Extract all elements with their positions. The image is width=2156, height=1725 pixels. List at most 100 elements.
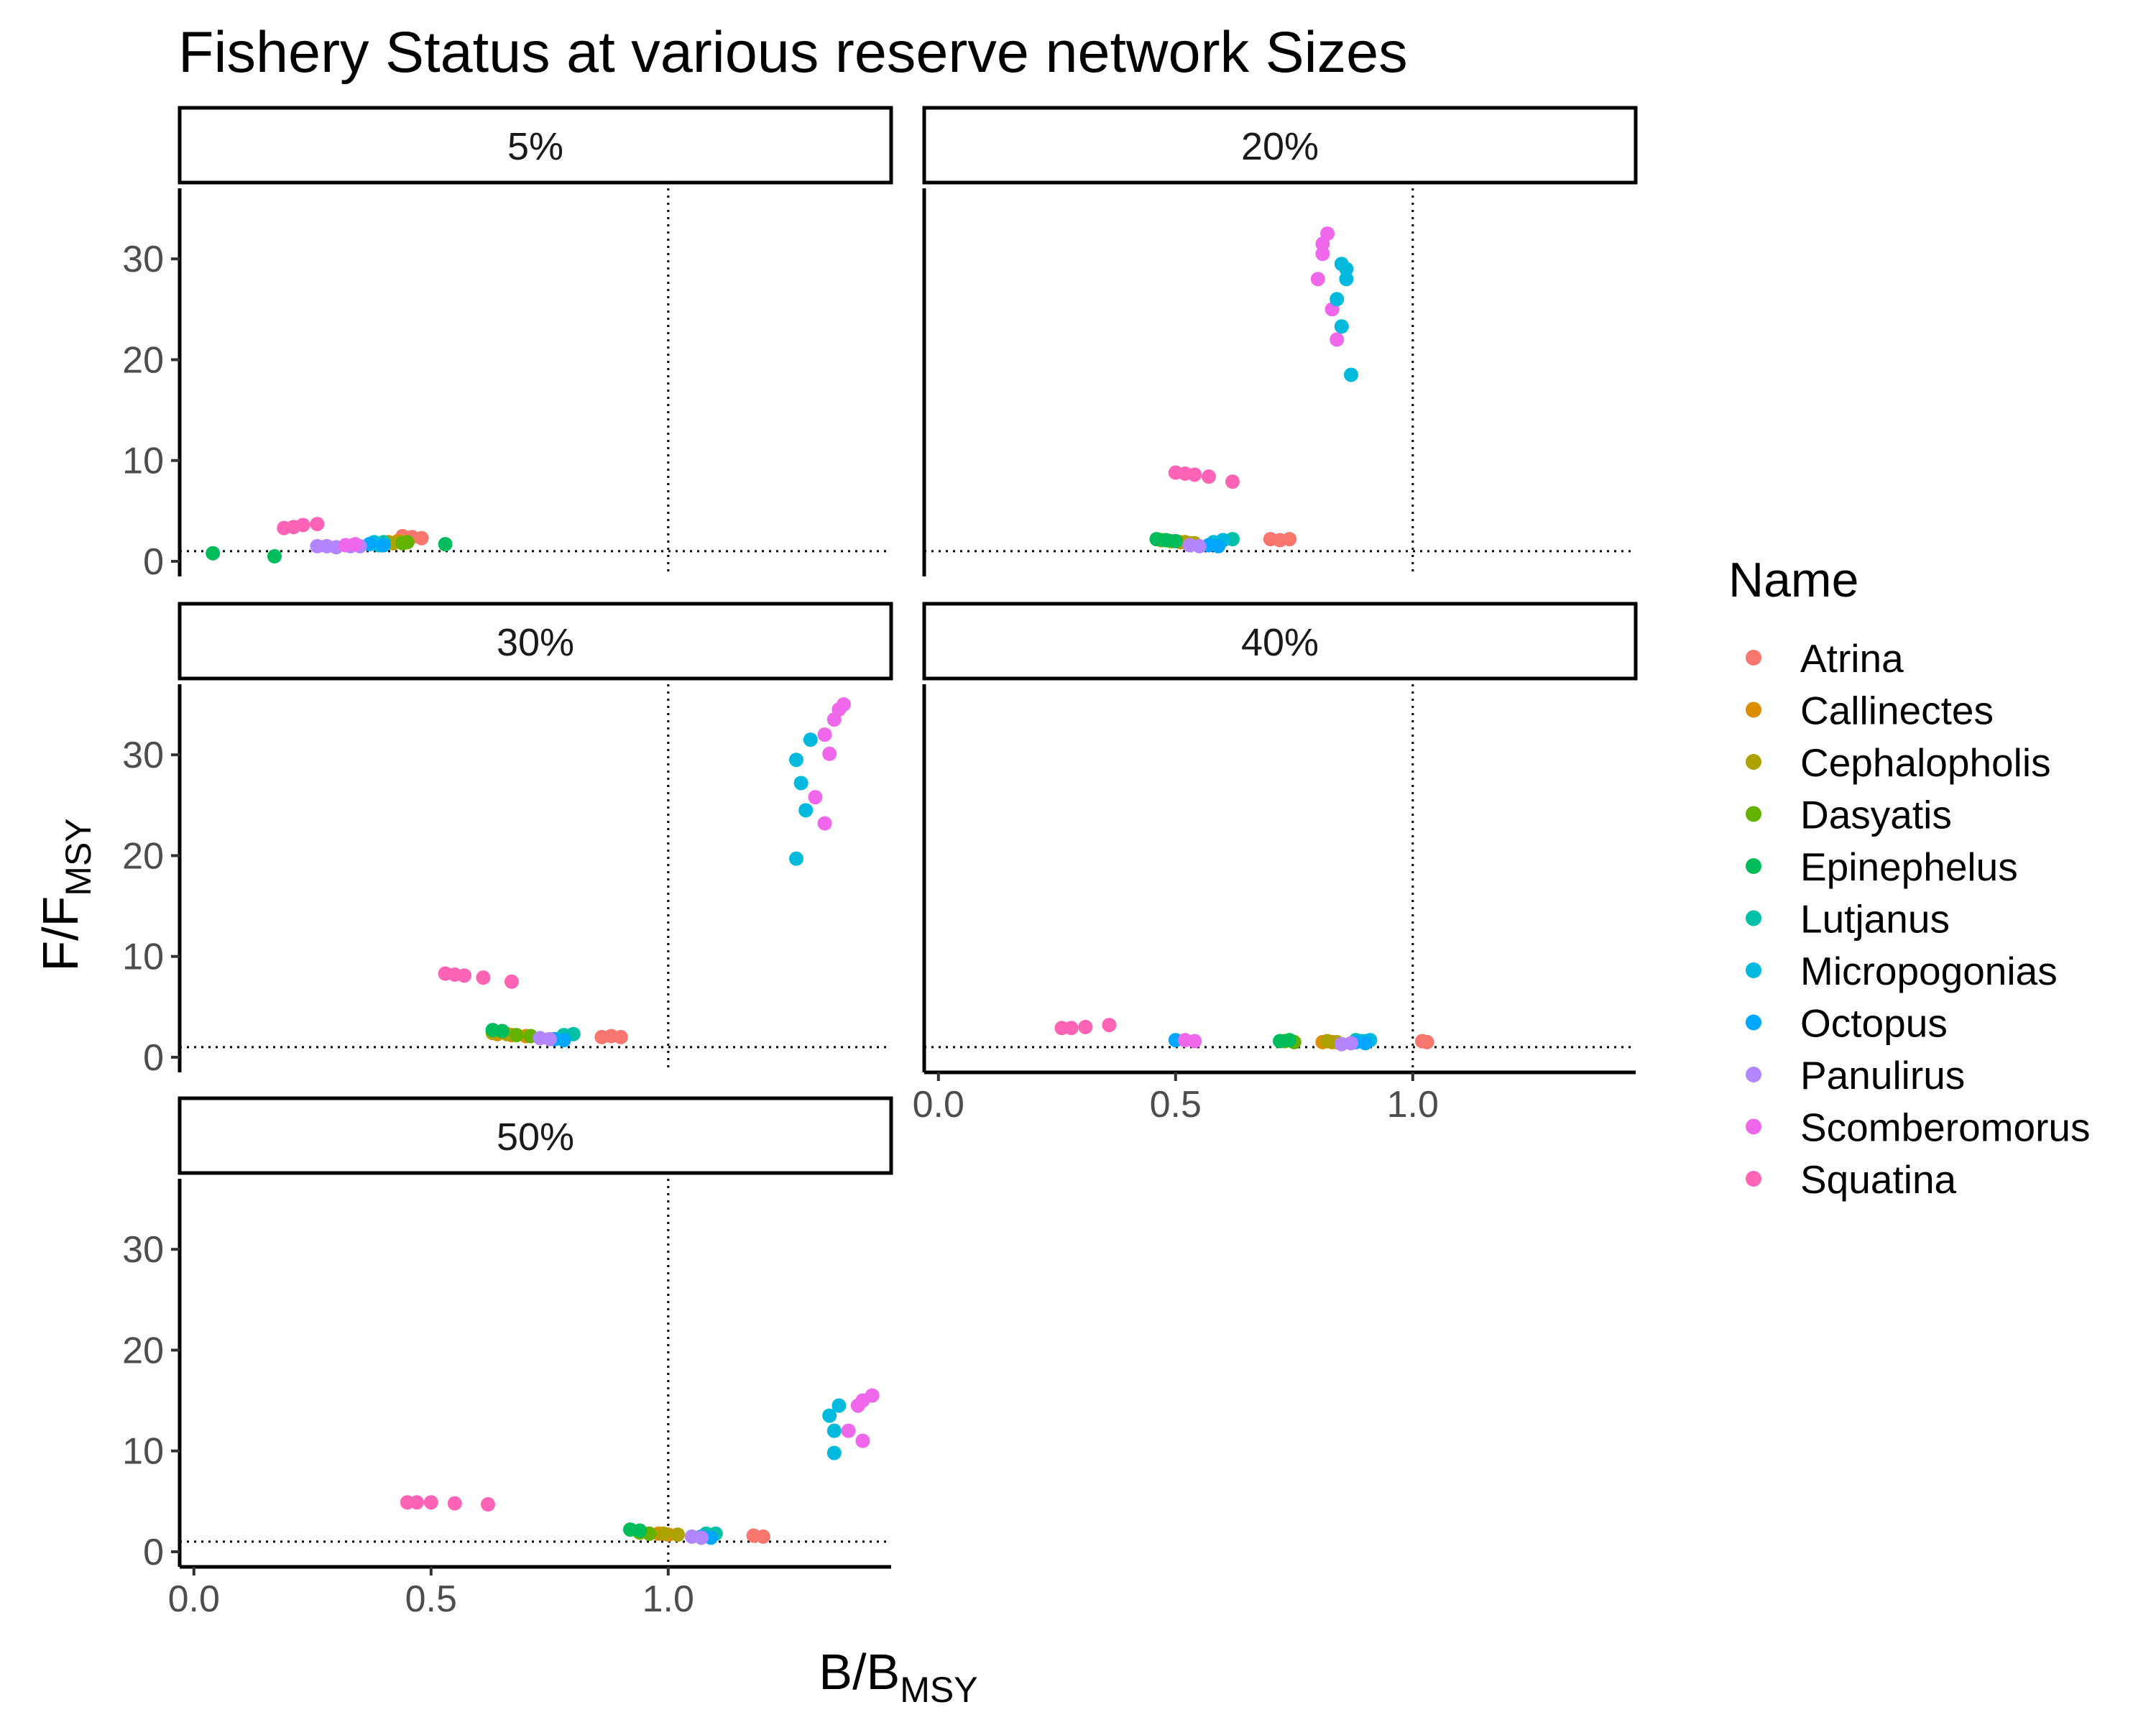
point-octopus: [1358, 1036, 1373, 1051]
y-tick-label: 0: [143, 1037, 164, 1079]
legend-label: Dasyatis: [1800, 793, 1952, 837]
point-squatina: [1078, 1019, 1093, 1034]
point-micropogonias: [793, 776, 808, 791]
point-micropogonias: [1339, 272, 1354, 287]
point-micropogonias: [1344, 367, 1358, 382]
legend-key: [1746, 806, 1761, 822]
y-tick-label: 0: [143, 541, 164, 583]
legend-key: [1746, 910, 1761, 926]
legend-item: Atrina: [1746, 636, 1904, 681]
x-axis-title: B/BMSY: [819, 1644, 977, 1710]
legend-label: Callinectes: [1800, 689, 1994, 733]
point-scomberomorus: [817, 816, 832, 831]
point-squatina: [1064, 1021, 1079, 1036]
point-squatina: [410, 1495, 424, 1510]
facet-strip-label: 30%: [497, 621, 574, 664]
point-panulirus: [542, 1031, 557, 1046]
facet-panel-5: 50% 0 10 20 30 0.0 0.5 1.0: [122, 1096, 893, 1620]
point-octopus: [1211, 538, 1226, 553]
y-axis-title: F/FMSY: [32, 818, 98, 971]
legend-key: [1746, 858, 1761, 874]
facet-panel-3: 30% 0 10 20 30: [122, 602, 893, 1079]
point-epinephelus: [438, 537, 453, 552]
legend-key: [1746, 1118, 1761, 1135]
facet-panel-2: 20%: [922, 106, 1638, 576]
legend: Name Atrina Callinectes Cephalopholis Dasyat…: [1728, 553, 2090, 1202]
point-squatina: [1102, 1018, 1117, 1033]
point-squatina: [476, 970, 491, 985]
facet-strip-label: 50%: [497, 1116, 574, 1159]
point-panulirus: [694, 1530, 709, 1545]
point-scomberomorus: [1320, 226, 1335, 242]
point-scomberomorus: [865, 1388, 880, 1403]
legend-item: Epinephelus: [1746, 845, 2018, 889]
x-tick-label: 1.0: [642, 1578, 694, 1620]
point-scomberomorus: [348, 537, 363, 552]
facet-strip: [178, 602, 893, 681]
point-atrina: [755, 1529, 770, 1544]
point-squatina: [1187, 467, 1202, 482]
point-scomberomorus: [855, 1433, 870, 1448]
legend-item: Cephalopholis: [1746, 740, 2051, 785]
legend-label: Panulirus: [1800, 1053, 1965, 1098]
y-tick-label: 10: [122, 937, 164, 978]
point-epinephelus: [1168, 533, 1183, 548]
legend-item: Lutjanus: [1746, 897, 1950, 942]
legend-label: Octopus: [1800, 1001, 1948, 1046]
point-panulirus: [1344, 1036, 1358, 1051]
y-tick-label: 30: [122, 1229, 164, 1271]
point-cephalopholis: [671, 1527, 685, 1542]
legend-label: Epinephelus: [1800, 845, 2018, 889]
x-tick-label: 0.0: [913, 1084, 964, 1126]
legend-key: [1746, 1014, 1761, 1031]
point-scomberomorus: [837, 697, 851, 712]
point-atrina: [613, 1029, 628, 1044]
legend-item: Micropogonias: [1746, 949, 2058, 993]
facet-strip: [922, 106, 1638, 185]
point-cephalopholis: [656, 1526, 671, 1541]
point-micropogonias: [798, 803, 814, 818]
point-micropogonias: [1330, 292, 1345, 307]
y-tick-label: 10: [122, 1431, 164, 1473]
legend-key: [1746, 1067, 1761, 1082]
x-tick-label: 0.5: [405, 1578, 457, 1620]
point-atrina: [414, 530, 429, 546]
point-squatina: [1225, 474, 1240, 489]
point-scomberomorus: [817, 727, 832, 742]
point-squatina: [1202, 469, 1216, 484]
y-tick-label: 30: [122, 239, 164, 280]
point-scomberomorus: [822, 746, 837, 761]
point-squatina: [457, 968, 471, 983]
point-epinephelus: [632, 1523, 648, 1538]
legend-label: Scomberomorus: [1800, 1105, 2090, 1150]
facet-strip-label: 20%: [1241, 125, 1319, 168]
legend-item: Squatina: [1746, 1157, 1957, 1202]
point-micropogonias: [789, 753, 803, 768]
facet-strip: [178, 106, 893, 185]
legend-item: Octopus: [1746, 1001, 1948, 1046]
y-tick-label: 20: [122, 835, 164, 877]
x-tick-label: 1.0: [1387, 1084, 1439, 1126]
facet-panel-4: 40% 0.0 0.5 1.0: [913, 602, 1638, 1126]
legend-item: Callinectes: [1746, 689, 1994, 733]
point-scomberomorus: [1330, 332, 1345, 347]
legend-item: Dasyatis: [1746, 793, 1952, 837]
y-tick-label: 10: [122, 441, 164, 482]
panels-layer: 5% 0 10 20 30 20% 30% 0 10 20 30 40% 0.0 0.5 1.0 50% 0 10…: [122, 106, 1638, 1620]
point-micropogonias: [826, 1423, 842, 1438]
legend-key: [1746, 962, 1761, 978]
facet-strip: [178, 1096, 893, 1175]
legend-label: Atrina: [1800, 636, 1904, 681]
legend-key: [1746, 650, 1761, 666]
facet-strip: [922, 602, 1638, 681]
legend-title: Name: [1728, 553, 1858, 607]
facet-panel-1: 5% 0 10 20 30: [122, 106, 893, 583]
point-dasyatis: [509, 1028, 524, 1043]
point-squatina: [505, 974, 519, 989]
legend-key: [1746, 702, 1761, 718]
legend-item: Scomberomorus: [1746, 1105, 2090, 1150]
point-squatina: [423, 1495, 438, 1510]
x-tick-label: 0.5: [1150, 1084, 1202, 1126]
point-epinephelus: [1282, 1033, 1297, 1048]
